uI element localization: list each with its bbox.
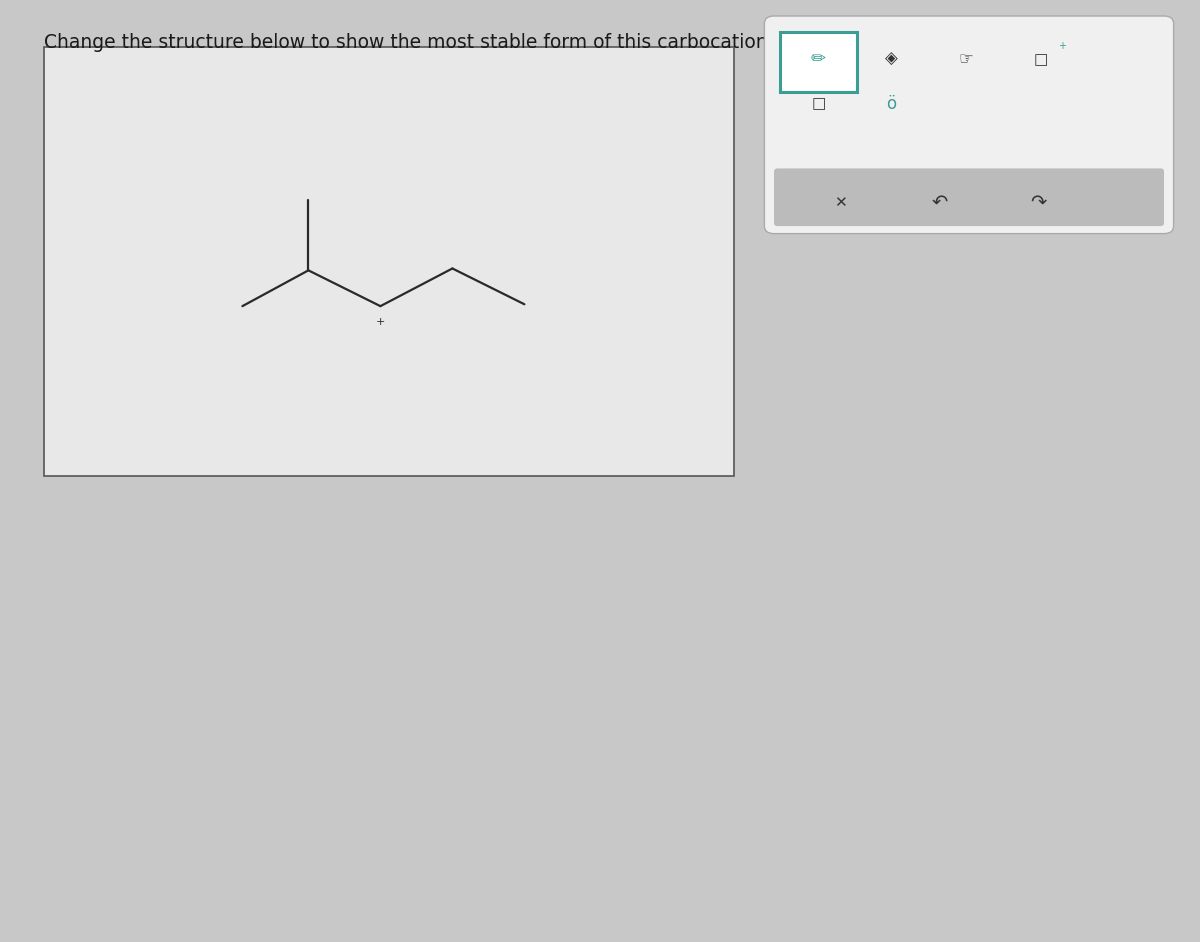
Text: ☞: ☞ bbox=[959, 50, 973, 69]
Bar bbox=[44, 47, 734, 476]
Text: ✏: ✏ bbox=[811, 50, 826, 69]
Text: ö: ö bbox=[887, 94, 896, 113]
FancyBboxPatch shape bbox=[764, 16, 1174, 234]
Text: +: + bbox=[376, 317, 385, 328]
Text: Change the structure below to show the most stable form of this carbocation inte: Change the structure below to show the m… bbox=[44, 33, 900, 52]
Text: ↶: ↶ bbox=[931, 193, 948, 212]
Text: ✕: ✕ bbox=[834, 195, 846, 210]
Text: □: □ bbox=[811, 96, 826, 111]
FancyBboxPatch shape bbox=[774, 169, 1164, 226]
Text: ↷: ↷ bbox=[1030, 193, 1046, 212]
Text: ◈: ◈ bbox=[886, 50, 898, 69]
Text: −: − bbox=[835, 88, 842, 97]
Text: □: □ bbox=[1033, 52, 1048, 67]
Text: +: + bbox=[1058, 41, 1066, 51]
FancyBboxPatch shape bbox=[780, 32, 857, 92]
